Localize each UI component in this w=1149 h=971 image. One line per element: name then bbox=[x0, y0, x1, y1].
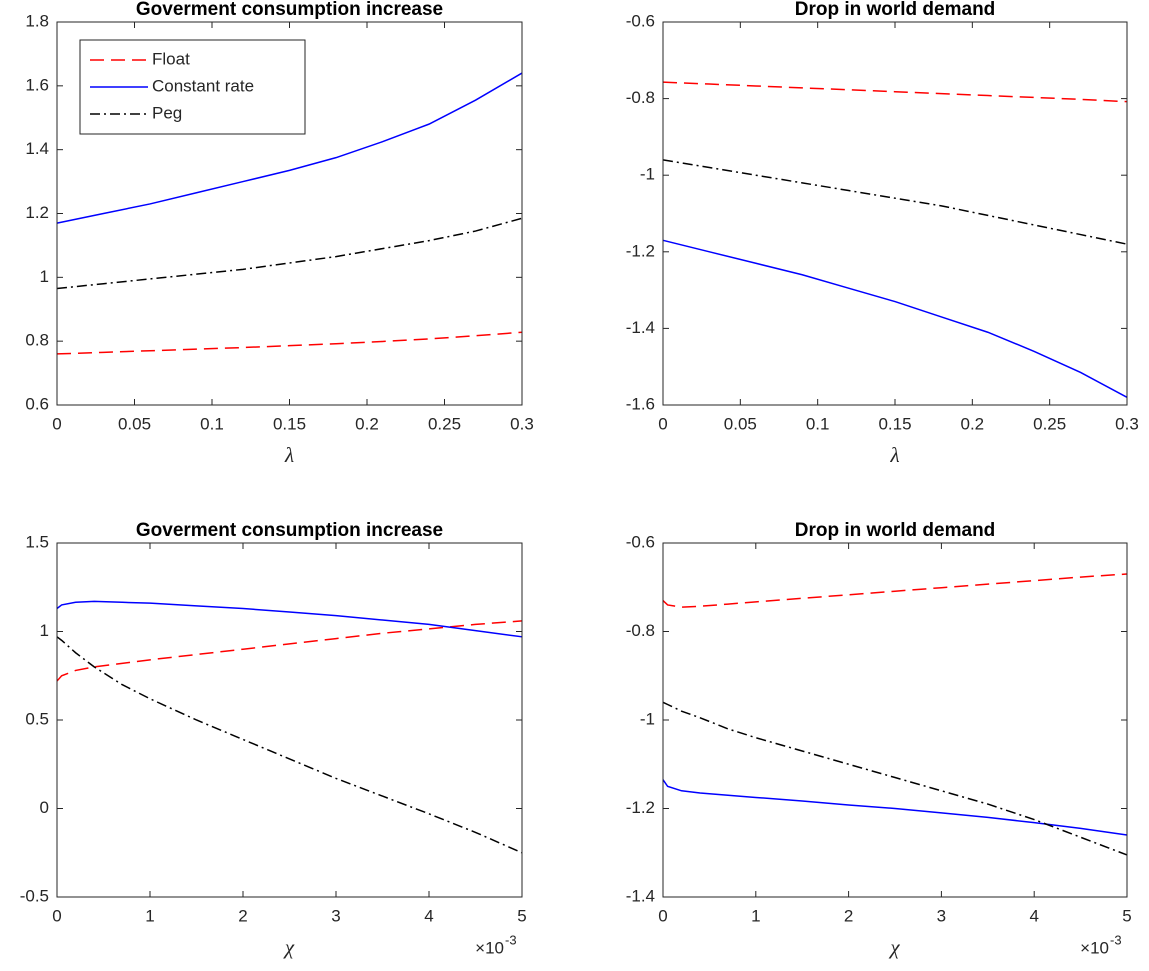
series-line bbox=[56, 331, 523, 355]
x-scale-base: ×10 bbox=[475, 938, 504, 957]
x-tick-label: 0.3 bbox=[1115, 414, 1139, 433]
y-tick-label: -1.6 bbox=[626, 394, 655, 413]
series-line bbox=[662, 779, 1128, 836]
y-tick-label: 1 bbox=[40, 621, 49, 640]
y-tick-label: 1.6 bbox=[25, 75, 49, 94]
legend-label: Constant rate bbox=[152, 76, 254, 95]
x-tick-label: 0.2 bbox=[355, 414, 379, 433]
x-tick-label: 0.2 bbox=[961, 414, 985, 433]
y-tick-label: -0.5 bbox=[20, 886, 49, 905]
x-tick-label: 0.25 bbox=[1033, 414, 1066, 433]
y-tick-label: 1.2 bbox=[25, 203, 49, 222]
axes-box bbox=[662, 21, 1128, 406]
legend-label: Peg bbox=[152, 103, 182, 122]
y-tick-label: -1.2 bbox=[626, 798, 655, 817]
x-tick-label: 5 bbox=[1122, 906, 1131, 925]
x-tick-label: 0 bbox=[658, 906, 667, 925]
y-tick-label: 0.5 bbox=[25, 709, 49, 728]
y-tick-label: 0.6 bbox=[25, 394, 49, 413]
x-tick-label: 0 bbox=[52, 906, 61, 925]
series-line bbox=[56, 620, 523, 682]
y-tick-label: 1.5 bbox=[25, 532, 49, 551]
axes-box bbox=[662, 542, 1128, 898]
y-tick-label: 1.8 bbox=[25, 11, 49, 30]
x-tick-label: 4 bbox=[424, 906, 433, 925]
axes-box bbox=[56, 21, 523, 406]
x-tick-label: 1 bbox=[145, 906, 154, 925]
y-tick-label: -1 bbox=[640, 709, 655, 728]
x-tick-label: 0.25 bbox=[428, 414, 461, 433]
x-tick-label: 0.15 bbox=[878, 414, 911, 433]
x-tick-label: 1 bbox=[751, 906, 760, 925]
y-tick-label: 1.4 bbox=[25, 139, 49, 158]
series-line bbox=[662, 573, 1128, 608]
chart-title: Drop in world demand bbox=[795, 0, 996, 20]
x-axis-label: λ bbox=[284, 443, 294, 467]
x-tick-label: 2 bbox=[844, 906, 853, 925]
chart-title: Drop in world demand bbox=[795, 520, 996, 541]
plot-area bbox=[663, 543, 1127, 897]
axes-box bbox=[56, 542, 523, 898]
x-tick-label: 0 bbox=[658, 414, 667, 433]
y-tick-label: -1.4 bbox=[626, 318, 655, 337]
y-tick-label: -1 bbox=[640, 165, 655, 184]
chart-title: Goverment consumption increase bbox=[136, 520, 443, 541]
series-line bbox=[662, 701, 1128, 856]
x-tick-label: 0.1 bbox=[200, 414, 224, 433]
x-tick-label: 0.05 bbox=[118, 414, 151, 433]
y-tick-label: 0.8 bbox=[25, 331, 49, 350]
x-tick-label: 2 bbox=[238, 906, 247, 925]
y-tick-label: -0.8 bbox=[626, 621, 655, 640]
x-tick-label: 3 bbox=[937, 906, 946, 925]
series-line bbox=[662, 239, 1128, 399]
x-tick-label: 0 bbox=[52, 414, 61, 433]
y-tick-label: -0.6 bbox=[626, 532, 655, 551]
x-tick-label: 0.1 bbox=[806, 414, 830, 433]
y-tick-label: 0 bbox=[40, 798, 49, 817]
legend-label: Float bbox=[152, 49, 190, 68]
y-tick-label: -0.8 bbox=[626, 88, 655, 107]
y-tick-label: -1.4 bbox=[626, 886, 655, 905]
series-line bbox=[662, 159, 1128, 245]
x-axis-label: λ bbox=[889, 443, 899, 467]
x-axis-label: χ bbox=[283, 935, 295, 959]
plot-area bbox=[57, 543, 522, 897]
x-tick-label: 3 bbox=[331, 906, 340, 925]
x-tick-label: 0.05 bbox=[724, 414, 757, 433]
x-tick-label: 5 bbox=[517, 906, 526, 925]
chart-title: Goverment consumption increase bbox=[136, 0, 443, 20]
x-tick-label: 0.3 bbox=[510, 414, 534, 433]
plot-area bbox=[663, 22, 1127, 405]
x-tick-label: 4 bbox=[1029, 906, 1038, 925]
y-tick-label: 1 bbox=[40, 267, 49, 286]
x-tick-label: 0.15 bbox=[273, 414, 306, 433]
series-line bbox=[56, 600, 523, 638]
x-scale-base: ×10 bbox=[1080, 938, 1109, 957]
y-tick-label: -0.6 bbox=[626, 11, 655, 30]
series-line bbox=[56, 636, 523, 854]
series-line bbox=[662, 81, 1128, 103]
series-line bbox=[56, 72, 523, 224]
x-scale-exponent: -3 bbox=[1110, 932, 1122, 947]
x-scale-exponent: -3 bbox=[505, 932, 517, 947]
y-tick-label: -1.2 bbox=[626, 241, 655, 260]
x-axis-label: χ bbox=[888, 935, 900, 959]
